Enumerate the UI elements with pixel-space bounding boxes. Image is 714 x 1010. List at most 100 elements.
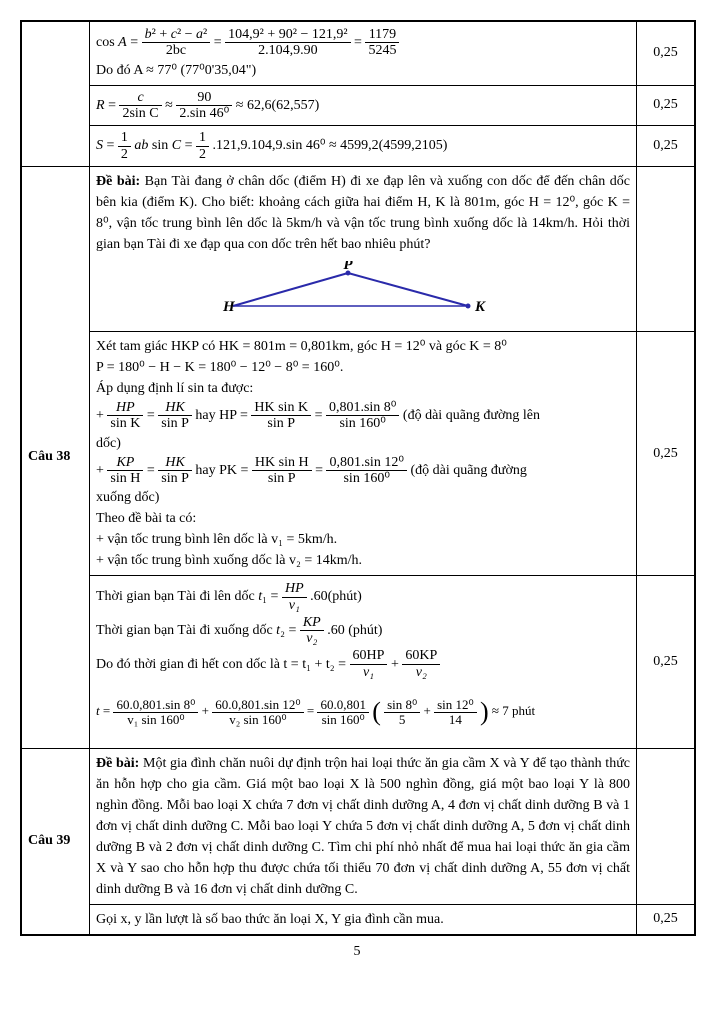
score-r3: 0,25 — [637, 126, 695, 167]
R-den1: 2sin C — [119, 106, 161, 121]
R-num2: 90 — [176, 90, 232, 106]
eq1-hay: hay HP = — [195, 408, 248, 423]
score-r8: 0,25 — [637, 904, 695, 934]
score-r2: 0,25 — [637, 85, 695, 126]
eq1-c: HK sin K sin P — [251, 400, 311, 432]
l3b-num: 60KP — [402, 648, 440, 664]
sol38-v2: + vận tốc trung bình xuống dốc là v₂ = 1… — [96, 550, 630, 571]
eq1-b-den: sin P — [158, 416, 192, 431]
eq1-a: HP sin K — [107, 400, 143, 432]
eq2-c: HK sin H sin P — [252, 455, 312, 487]
eq2-a-num: KP — [107, 455, 143, 471]
svg-text:H: H — [222, 299, 236, 315]
eq2-b-num: HK — [158, 455, 192, 471]
eq1-b-num: HK — [158, 400, 192, 416]
l4c-num: 60.0,801 — [317, 698, 369, 713]
S-rest: .121,9.104,9.sin 46⁰ ≈ 4599,2(4599,2105) — [213, 138, 448, 153]
eq1-b: HK sin P — [158, 400, 192, 432]
page-number: 5 — [20, 944, 694, 960]
eq2-c-num: HK sin H — [252, 455, 312, 471]
eq1-c-den: sin P — [251, 416, 311, 431]
label-empty-top — [22, 22, 90, 167]
half2-den: 2 — [196, 147, 209, 162]
eq2-hay: hay PK = — [195, 463, 248, 478]
debai-38: Đề bài: — [96, 174, 140, 189]
frac-cosA-3: 1179 5245 — [365, 27, 399, 59]
R-num1: c — [119, 90, 161, 106]
eq2-a-den: sin H — [107, 471, 143, 486]
l4c-den: sin 160⁰ — [317, 713, 369, 727]
row-sol38a: Xét tam giác HKP có HK = 801m = 0,801km,… — [90, 332, 637, 576]
t2-den: v₂ — [300, 631, 324, 646]
sol38-l2: P = 180⁰ − H − K = 180⁰ − 12⁰ − 8⁰ = 160… — [96, 357, 630, 378]
label-cau39: Câu 39 — [22, 748, 90, 934]
eq1-d-den: sin 160⁰ — [326, 416, 399, 431]
frac-l4a: 60.0,801.sin 8⁰ v₁ sin 160⁰ — [113, 698, 198, 728]
sol38-l3: Áp dụng định lí sin ta được: — [96, 378, 630, 399]
l4-tail: ≈ 7 phút — [492, 703, 535, 718]
sol38-v1: + vận tốc trung bình lên dốc là v₁ = 5km… — [96, 529, 630, 550]
score-r1: 0,25 — [637, 22, 695, 86]
eq1-c-num: HK sin K — [251, 400, 311, 416]
svg-text:K: K — [474, 299, 486, 315]
t2-pre: Thời gian bạn Tài đi xuống dốc — [96, 623, 276, 638]
half-den: 2 — [118, 147, 131, 162]
score-r6: 0,25 — [637, 576, 695, 748]
eq2-d-num: 0,801.sin 12⁰ — [326, 455, 406, 471]
row-goi: Gọi x, y lần lượt là số bao thức ăn loại… — [90, 904, 637, 934]
l4a-den: v₁ sin 160⁰ — [113, 713, 198, 727]
row-S: S = 1 2 ab sin C = 1 2 .121,9.104,9.sin … — [90, 126, 637, 167]
sol38-theo: Theo đề bài ta có: — [96, 508, 630, 529]
score-r4 — [637, 167, 695, 332]
t1-den: v₁ — [282, 598, 307, 613]
frac-t1: HP v₁ — [282, 581, 307, 613]
row-debai-39: Đề bài: Một gia đình chăn nuôi dự định t… — [90, 748, 637, 904]
frac-cosA-2: 104,9² + 90² − 121,9² 2.104,9.90 — [225, 27, 350, 59]
triangle-diagram: P H K — [213, 261, 513, 321]
eq1-tail: (độ dài quãng đường lên — [403, 408, 540, 423]
frac-half2: 1 2 — [196, 130, 209, 162]
frac-half1: 1 2 — [118, 130, 131, 162]
half2-num: 1 — [196, 130, 209, 146]
t1-tail: .60(phút) — [310, 589, 362, 604]
l3a-den: v₁ — [350, 665, 388, 680]
row-cosA: cos A = b² + c² − a² 2bc = 104,9² + 90² … — [90, 22, 637, 86]
mid-num: 104,9² + 90² − 121,9² — [225, 27, 350, 43]
eq2-b: HK sin P — [158, 455, 192, 487]
eq2-tail: (độ dài quãng đường — [410, 463, 526, 478]
eq2-c-den: sin P — [252, 471, 312, 486]
l4a-num: 60.0,801.sin 8⁰ — [113, 698, 198, 713]
debai-39: Đề bài: — [96, 756, 139, 771]
mid-den: 2.104,9.90 — [225, 43, 350, 58]
l4b-num: 60.0,801.sin 12⁰ — [212, 698, 303, 713]
res-num: 1179 — [365, 27, 399, 43]
res-den: 5245 — [365, 43, 399, 58]
row-R: R = c 2sin C ≈ 90 2.sin 46⁰ ≈ 62,6(62,55… — [90, 85, 637, 126]
frac-cosA-1: b² + c² − a² 2bc — [142, 27, 211, 59]
eq2-d-den: sin 160⁰ — [326, 471, 406, 486]
frac-l4c: 60.0,801 sin 160⁰ — [317, 698, 369, 728]
frac-l4d: sin 8⁰ 5 — [384, 698, 420, 728]
l4e-den: 14 — [434, 713, 477, 727]
l3b-den: v₂ — [402, 665, 440, 680]
frac-t2: KP v₂ — [300, 615, 324, 647]
l4b-den: v₂ sin 160⁰ — [212, 713, 303, 727]
t2-tail: .60 (phút) — [327, 623, 382, 638]
l4e-num: sin 12⁰ — [434, 698, 477, 713]
l4d-den: 5 — [384, 713, 420, 727]
main-table: cos A = b² + c² − a² 2bc = 104,9² + 90² … — [21, 21, 695, 935]
frac-l4b: 60.0,801.sin 12⁰ v₂ sin 160⁰ — [212, 698, 303, 728]
svg-text:P: P — [343, 261, 353, 273]
cosA-text: cos A = — [96, 35, 142, 50]
l3a-num: 60HP — [350, 648, 388, 664]
score-r7 — [637, 748, 695, 904]
eq2-tail2: xuống dốc) — [96, 487, 630, 508]
frac-l3b: 60KP v₂ — [402, 648, 440, 680]
frac-R1: c 2sin C — [119, 90, 161, 122]
R-den2: 2.sin 46⁰ — [176, 106, 232, 121]
eq1-tail2: dốc) — [96, 433, 630, 454]
eq1-a-den: sin K — [107, 416, 143, 431]
eq1-d: 0,801.sin 8⁰ sin 160⁰ — [326, 400, 399, 432]
den1: 2bc — [142, 43, 211, 58]
eq1-d-num: 0,801.sin 8⁰ — [326, 400, 399, 416]
